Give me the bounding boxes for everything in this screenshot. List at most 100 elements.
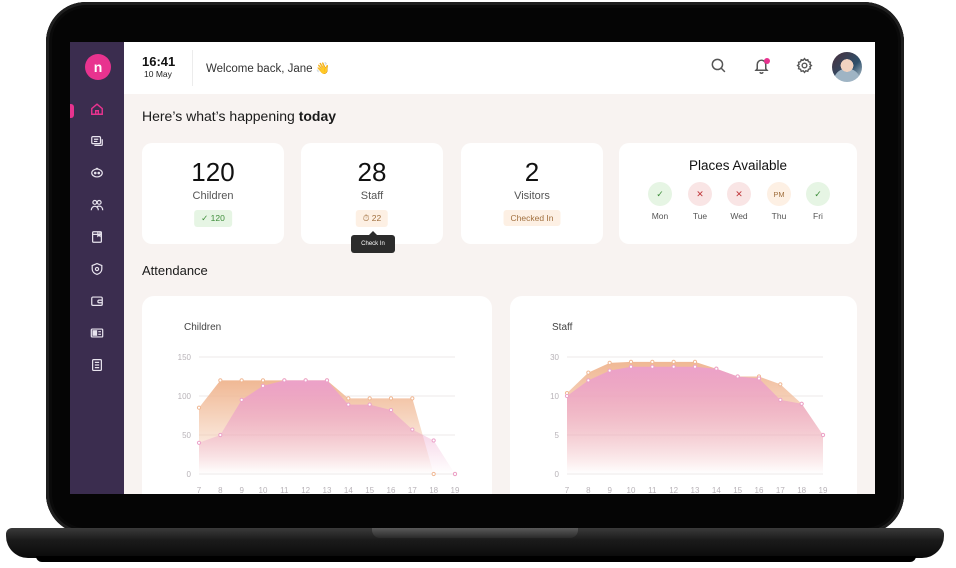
svg-text:9: 9 xyxy=(239,486,244,494)
svg-text:14: 14 xyxy=(344,486,353,494)
chart-title: Children xyxy=(184,322,222,333)
chart-title: Staff xyxy=(552,322,573,333)
child-face-icon xyxy=(90,166,104,185)
day-label: Wed xyxy=(730,211,748,221)
sidebar-item-home[interactable] xyxy=(70,99,124,123)
notifications-button[interactable] xyxy=(751,58,771,78)
unavailable-icon: ✕ xyxy=(727,182,751,206)
sidebar-item-children[interactable] xyxy=(70,163,124,187)
laptop-notch xyxy=(372,528,578,538)
svg-text:10: 10 xyxy=(259,486,268,494)
sidebar-item-safeguarding[interactable] xyxy=(70,259,124,283)
sidebar-item-billing[interactable] xyxy=(70,291,124,315)
attendance-heading: Attendance xyxy=(142,263,208,278)
svg-text:16: 16 xyxy=(755,486,764,494)
divider xyxy=(192,50,193,86)
gear-icon xyxy=(795,57,813,79)
user-avatar[interactable] xyxy=(832,52,862,82)
chat-icon xyxy=(90,134,104,153)
check-in-badge[interactable]: ⏱ 22 xyxy=(355,210,389,227)
stat-value: 2 xyxy=(524,157,540,187)
shield-icon xyxy=(90,262,104,281)
stat-label: Visitors xyxy=(514,190,550,202)
stat-value: 120 xyxy=(191,157,235,187)
sidebar-item-id-cards[interactable] xyxy=(70,323,124,347)
pm-only-badge: PM xyxy=(767,182,791,206)
notification-dot xyxy=(764,58,770,64)
stat-label: Staff xyxy=(360,190,384,202)
svg-text:19: 19 xyxy=(819,486,828,494)
people-icon xyxy=(90,198,104,217)
sidebar-item-reports[interactable] xyxy=(70,355,124,379)
wave-emoji: 👋 xyxy=(315,63,331,75)
welcome-text: Welcome back, Jane xyxy=(206,63,313,75)
svg-text:9: 9 xyxy=(607,486,612,494)
sidebar: n xyxy=(70,42,124,494)
sidebar-item-messages[interactable] xyxy=(70,131,124,155)
day-mon[interactable]: ✓ Mon xyxy=(647,182,673,221)
svg-text:11: 11 xyxy=(280,486,289,494)
children-attendance-chart: Children 0 50 100 150 7 8 9 10 11 12 13 14 15 16 17 18 1… xyxy=(142,296,492,494)
children-area-chart: 0 50 100 150 7 8 9 10 11 12 13 14 15 16 17 18 19 xyxy=(178,353,460,494)
day-fri[interactable]: ✓ Fri xyxy=(805,182,831,221)
svg-text:18: 18 xyxy=(797,486,806,494)
app-screen: n 16:41 10 May xyxy=(70,42,875,494)
top-bar: 16:41 10 May Welcome back, Jane 👋 xyxy=(124,42,875,94)
places-available-card: Places Available ✓ Mon ✕ Tue ✕ Wed PM Th… xyxy=(619,143,857,244)
svg-text:150: 150 xyxy=(178,353,192,362)
stat-card-children[interactable]: 120 Children ✓ 120 xyxy=(142,143,284,244)
sidebar-item-staff[interactable] xyxy=(70,195,124,219)
app-logo[interactable]: n xyxy=(85,54,111,80)
heading-text: Here’s what’s happening xyxy=(142,108,299,124)
svg-text:16: 16 xyxy=(387,486,396,494)
stat-card-staff[interactable]: 28 Staff ⏱ 22 xyxy=(301,143,443,244)
available-icon: ✓ xyxy=(806,182,830,206)
day-label: Tue xyxy=(692,211,708,221)
checked-in-badge: ✓ 120 xyxy=(194,210,232,227)
svg-text:17: 17 xyxy=(776,486,785,494)
svg-text:100: 100 xyxy=(178,392,192,401)
day-label: Mon xyxy=(651,211,669,221)
svg-text:7: 7 xyxy=(197,486,202,494)
wallet-icon xyxy=(90,294,104,313)
search-button[interactable] xyxy=(708,58,728,78)
stat-card-visitors[interactable]: 2 Visitors Checked In xyxy=(461,143,603,244)
svg-text:7: 7 xyxy=(565,486,570,494)
search-icon xyxy=(710,57,727,79)
day-thu[interactable]: PM Thu xyxy=(766,182,792,221)
svg-text:18: 18 xyxy=(429,486,438,494)
day-tue[interactable]: ✕ Tue xyxy=(687,182,713,221)
places-title: Places Available xyxy=(688,158,788,173)
svg-text:8: 8 xyxy=(218,486,223,494)
available-icon: ✓ xyxy=(648,182,672,206)
svg-text:5: 5 xyxy=(555,431,560,440)
svg-text:13: 13 xyxy=(691,486,700,494)
heading-bold: today xyxy=(298,108,337,124)
active-indicator xyxy=(70,104,74,118)
settings-button[interactable] xyxy=(794,57,814,79)
sidebar-item-notes[interactable] xyxy=(70,227,124,251)
stat-label: Children xyxy=(192,190,234,202)
bell-icon xyxy=(753,57,770,79)
svg-text:14: 14 xyxy=(712,486,721,494)
id-card-icon xyxy=(90,326,104,345)
check-in-tooltip: Check In xyxy=(351,231,395,253)
checked-in-badge: Checked In xyxy=(503,210,561,226)
day-label: Thu xyxy=(771,211,787,221)
welcome-message: Welcome back, Jane 👋 xyxy=(206,61,330,75)
svg-text:8: 8 xyxy=(586,486,591,494)
svg-text:10: 10 xyxy=(550,392,559,401)
laptop-foot xyxy=(36,556,916,562)
svg-text:13: 13 xyxy=(323,486,332,494)
svg-text:0: 0 xyxy=(555,470,560,479)
day-wed[interactable]: ✕ Wed xyxy=(726,182,752,221)
stat-value: 28 xyxy=(357,157,387,187)
document-icon xyxy=(90,358,104,377)
notebook-icon xyxy=(90,230,104,249)
staff-area-chart: 0 5 10 30 7 8 9 10 11 12 13 14 15 16 17 18 19 xyxy=(550,353,828,494)
page-heading: Here’s what’s happening today xyxy=(142,108,336,124)
clock-date: 10 May xyxy=(144,69,172,79)
svg-text:19: 19 xyxy=(451,486,460,494)
day-label: Fri xyxy=(813,211,823,221)
unavailable-icon: ✕ xyxy=(688,182,712,206)
